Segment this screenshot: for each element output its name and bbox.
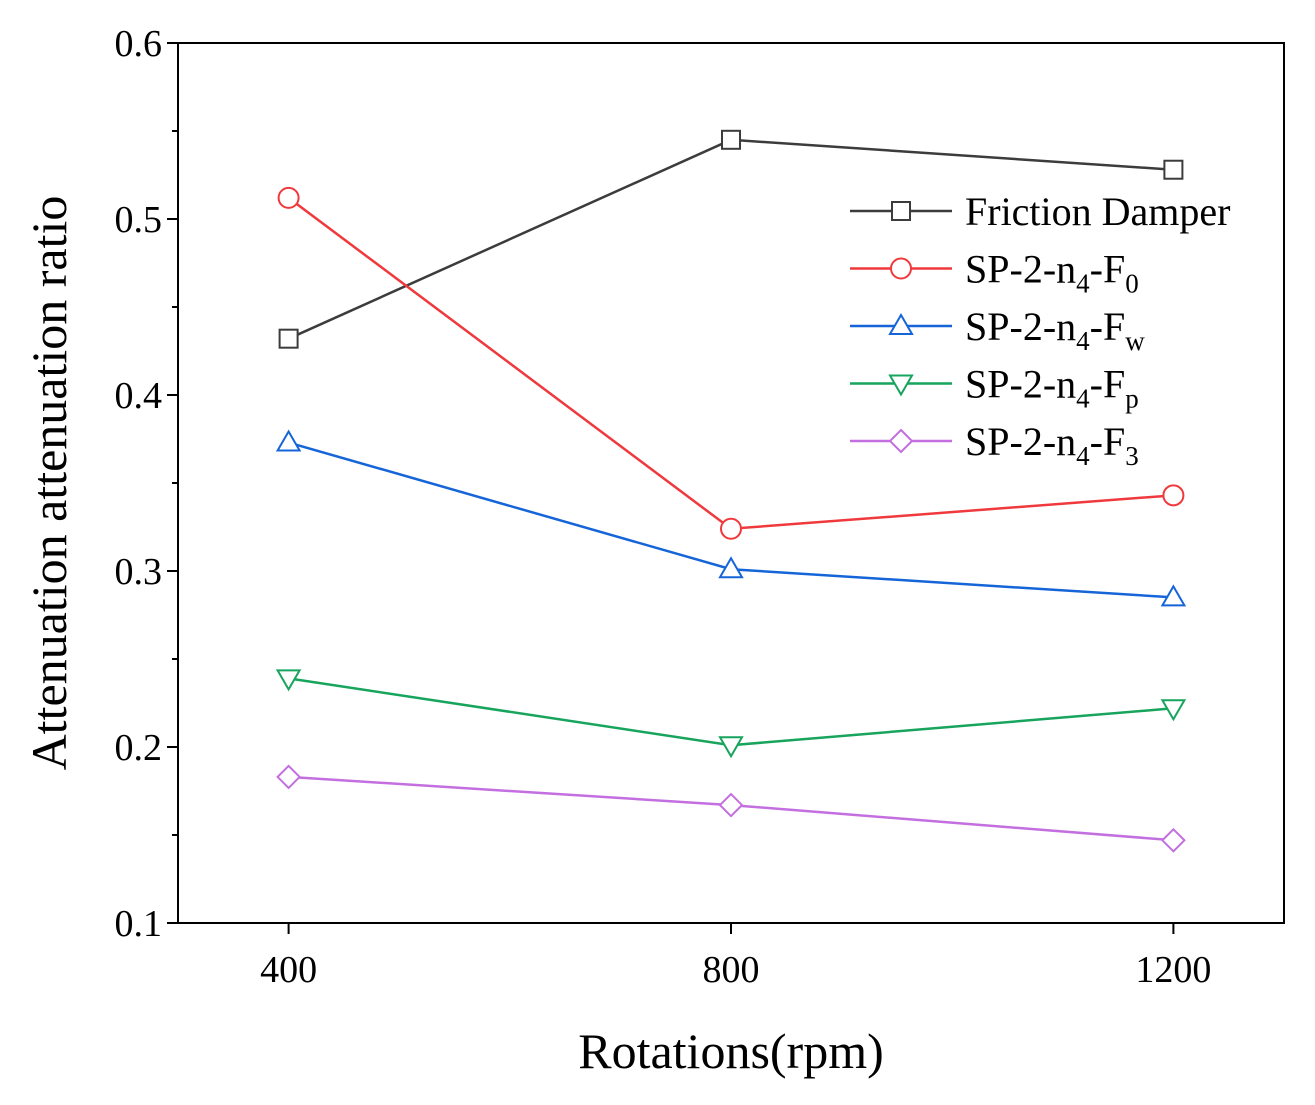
data-point	[1162, 484, 1185, 507]
data-point	[720, 517, 742, 540]
y-tick-label: 0.3	[115, 551, 163, 593]
data-point	[718, 736, 744, 759]
series-line	[288, 677, 1174, 747]
legend-label: SP-2-n4-F0	[965, 247, 1139, 299]
data-point	[1163, 159, 1184, 180]
series-5	[276, 764, 1186, 853]
y-tick-label: 0.1	[115, 903, 163, 945]
data-point	[718, 792, 744, 818]
legend-item: SP-2-n4-Fw	[850, 304, 1145, 356]
legend-marker	[890, 257, 912, 280]
y-tick-label: 0.5	[115, 199, 163, 241]
legend-label: Friction Damper	[965, 189, 1231, 234]
x-axis-label: Rotations(rpm)	[578, 1023, 884, 1079]
plot-frame	[177, 42, 1285, 924]
legend-item: SP-2-n4-F3	[850, 419, 1139, 471]
y-axis: 0.1 0.2 0.3 0.4 0.5 0.6	[115, 23, 178, 945]
data-point	[1160, 827, 1186, 853]
legend-marker	[888, 313, 914, 335]
x-axis: 400 800 1200	[260, 923, 1211, 991]
x-tick-label: 1200	[1135, 949, 1211, 991]
legend-marker	[888, 428, 914, 454]
x-tick-label: 400	[260, 949, 317, 991]
series-3	[275, 429, 1187, 607]
series-2	[277, 186, 1185, 540]
y-axis-label: Attenuation attenuation ratio	[21, 196, 77, 771]
legend-item: SP-2-n4-F0	[850, 247, 1139, 299]
data-point	[276, 764, 302, 790]
data-point	[721, 129, 741, 150]
legend-label: SP-2-n4-F3	[965, 419, 1139, 471]
data-point	[275, 429, 302, 452]
legend-marker	[891, 201, 911, 221]
legend-marker	[888, 374, 914, 397]
series-1	[278, 129, 1184, 349]
y-tick-label: 0.6	[115, 23, 163, 65]
series-4	[275, 669, 1187, 759]
series-layer	[275, 129, 1187, 853]
legend-label: SP-2-n4-Fp	[965, 362, 1139, 414]
data-point	[275, 669, 302, 692]
y-tick-label: 0.4	[115, 375, 163, 417]
data-point	[277, 186, 300, 209]
legend-item: SP-2-n4-Fp	[850, 362, 1139, 414]
data-point	[1160, 699, 1187, 722]
x-tick-label: 800	[703, 949, 760, 991]
legend-label: SP-2-n4-Fw	[965, 304, 1145, 356]
data-point	[718, 556, 744, 579]
data-point	[1160, 584, 1187, 607]
y-tick-label: 0.2	[115, 727, 163, 769]
legend-item: Friction Damper	[850, 189, 1231, 234]
data-point	[278, 328, 299, 349]
